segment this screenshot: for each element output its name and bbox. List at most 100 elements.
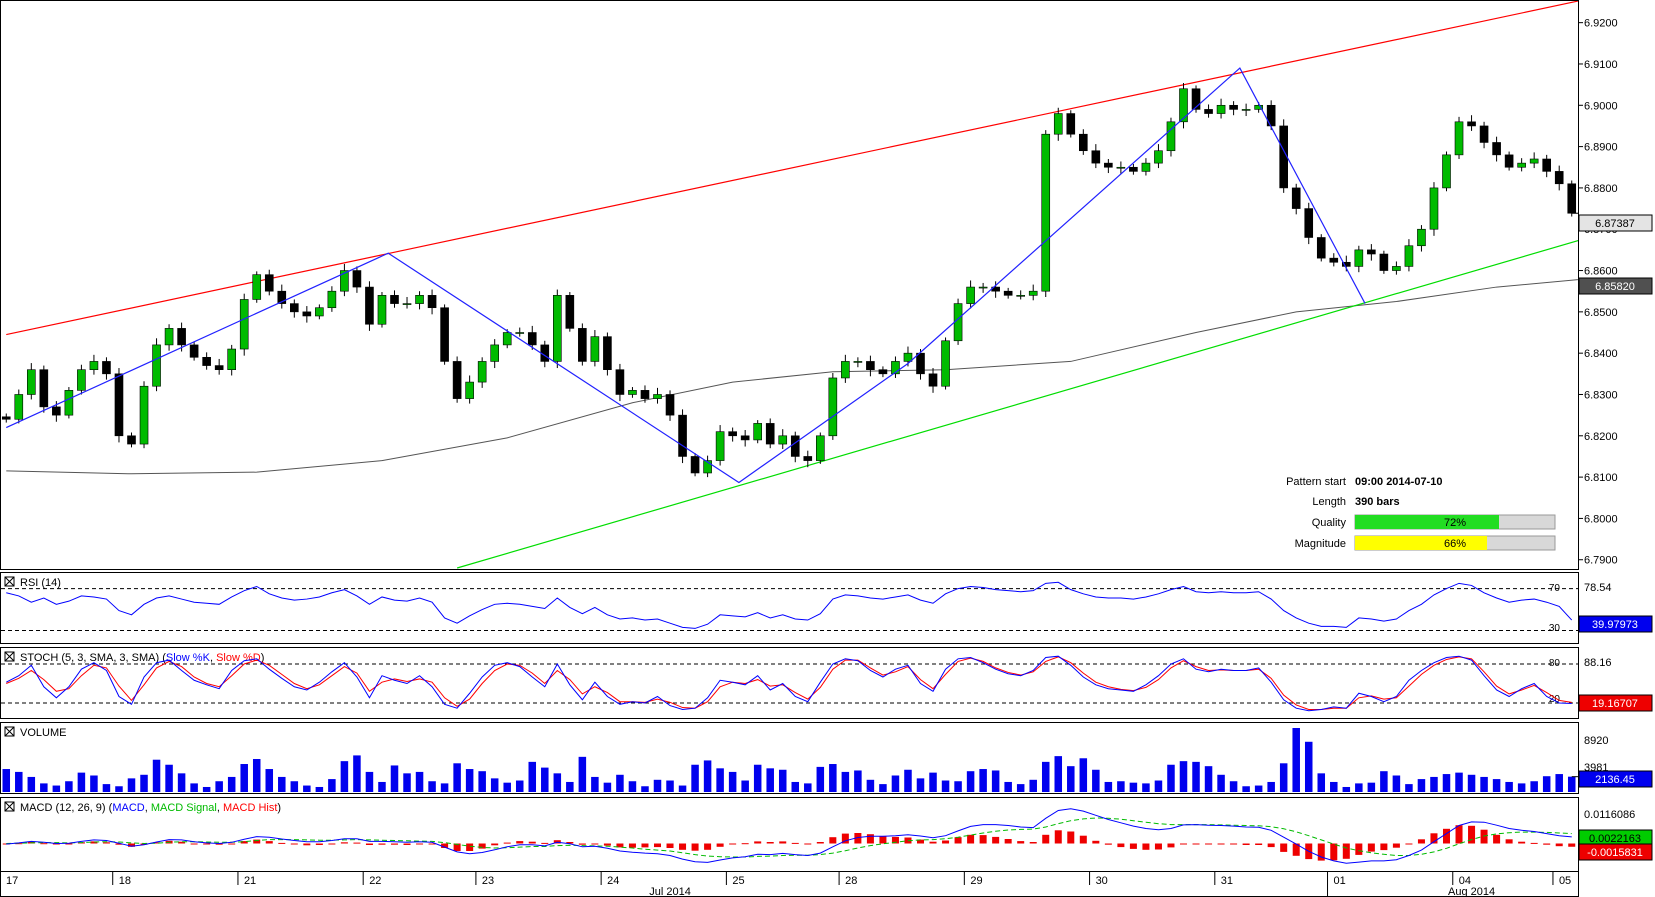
stoch-axis-top: 88.16 — [1584, 657, 1612, 669]
magnitude-bar-fill — [1355, 536, 1487, 550]
macd-line — [6, 808, 1572, 864]
candle-body — [1216, 104, 1226, 114]
volume-bar — [616, 774, 624, 792]
candle-body — [490, 344, 499, 362]
svg-text:6.85820: 6.85820 — [1595, 281, 1635, 293]
volume-bar — [829, 764, 837, 792]
volume-bar — [2, 769, 11, 792]
rsi-upper-level: 70 — [1549, 583, 1561, 594]
macd-hist-bar — [253, 839, 261, 844]
volume-bar — [77, 772, 86, 792]
volume-bar — [791, 781, 800, 792]
volume-bar — [1129, 782, 1138, 792]
macd-hist-bar — [428, 843, 436, 845]
macd-hist-bar — [1442, 828, 1451, 844]
macd-hist-bar — [1017, 841, 1025, 844]
candle-body — [1304, 208, 1314, 238]
volume-bar — [528, 761, 537, 792]
time-label: 29 — [970, 875, 982, 887]
candle-body — [352, 270, 362, 288]
macd-hist-bar — [729, 843, 737, 845]
candle-body — [1417, 228, 1426, 247]
macd-hist-bar — [1079, 835, 1087, 844]
candle-body — [816, 435, 825, 461]
candle-body — [1016, 295, 1025, 297]
candle-body — [665, 394, 675, 416]
volume-label: VOLUME — [20, 727, 66, 739]
volume-bar — [490, 778, 499, 792]
candle-body — [1116, 166, 1126, 169]
time-label: 28 — [845, 875, 857, 887]
candle-body — [1567, 183, 1577, 214]
macd-header: MACD (12, 26, 9) (MACD, MACD Signal, MAC… — [4, 801, 281, 814]
stoch-toggle-icon[interactable] — [4, 651, 15, 662]
candle-body — [177, 328, 186, 346]
candle-body — [515, 332, 525, 334]
rsi-line — [6, 581, 1573, 629]
macd-hist-bar — [691, 843, 699, 851]
volume-bar — [1117, 781, 1125, 792]
macd-hist-bar — [353, 842, 361, 844]
price-tick-label: 6.8800 — [1584, 183, 1618, 195]
macd-hist-bar — [916, 839, 925, 844]
candle-body — [527, 332, 537, 346]
candle-body — [302, 311, 312, 317]
macd-hist-bar — [603, 843, 611, 846]
macd-hist-bar — [303, 843, 311, 846]
volume-toggle-icon[interactable] — [4, 726, 15, 737]
candle-body — [390, 295, 399, 304]
length-label: Length — [1312, 496, 1346, 508]
macd-hist-bar — [153, 842, 161, 844]
volume-current-badge: 2136.45 — [1578, 770, 1653, 788]
candle-body — [1154, 150, 1163, 164]
macd-hist-bar — [1042, 834, 1050, 844]
svg-text:0.0022163: 0.0022163 — [1589, 833, 1641, 845]
volume-bar — [678, 785, 687, 792]
candle-body — [1404, 245, 1414, 267]
candle-body — [152, 344, 161, 387]
volume-bar — [1417, 779, 1426, 792]
candle-body — [164, 328, 174, 346]
candle-body — [1542, 158, 1551, 172]
volume-bar — [440, 783, 449, 792]
candle-body — [690, 456, 700, 474]
candle-body — [64, 390, 74, 416]
volume-bar — [1029, 779, 1037, 792]
candle-body — [202, 356, 211, 366]
volume-bar — [215, 781, 223, 792]
price-current-badge: 6.87387 — [1578, 214, 1653, 232]
candle-body — [1442, 154, 1451, 189]
time-label: 18 — [119, 875, 131, 887]
volume-bar — [278, 776, 286, 792]
volume-bar — [553, 773, 562, 792]
candle-body — [502, 332, 512, 346]
macd-hist-bar — [1355, 843, 1363, 855]
volume-axis-top: 8920 — [1584, 735, 1608, 747]
macd-hist-bar — [1430, 833, 1438, 844]
rsi-toggle-icon[interactable] — [4, 576, 15, 587]
price-tick-label: 6.7900 — [1584, 555, 1618, 567]
macd-hist-bar — [741, 843, 749, 845]
volume-bar — [40, 783, 48, 792]
macd-toggle-icon[interactable] — [4, 801, 15, 812]
price-tick-label: 6.8500 — [1584, 307, 1618, 319]
macd-hist-bar — [1568, 843, 1576, 847]
candle-body — [878, 369, 888, 375]
volume-bar — [127, 778, 136, 792]
candle-body — [628, 390, 637, 395]
price-tick-label: 6.9100 — [1584, 59, 1618, 71]
volume-panel — [0, 722, 1579, 794]
candle-body — [1091, 150, 1101, 164]
candle-body — [102, 361, 111, 375]
month-label: Jul 2014 — [649, 886, 691, 897]
macd-hist-bar — [1280, 843, 1288, 852]
candle-body — [189, 344, 199, 358]
macd-hist-bar — [1367, 843, 1375, 852]
candle-body — [916, 352, 925, 375]
candle-body — [264, 274, 274, 292]
macd-hist-bar — [979, 835, 987, 844]
macd-hist-bar — [1230, 843, 1238, 845]
volume-bar — [578, 756, 587, 792]
candle-body — [39, 369, 49, 408]
macd-hist-bar — [1405, 843, 1413, 845]
